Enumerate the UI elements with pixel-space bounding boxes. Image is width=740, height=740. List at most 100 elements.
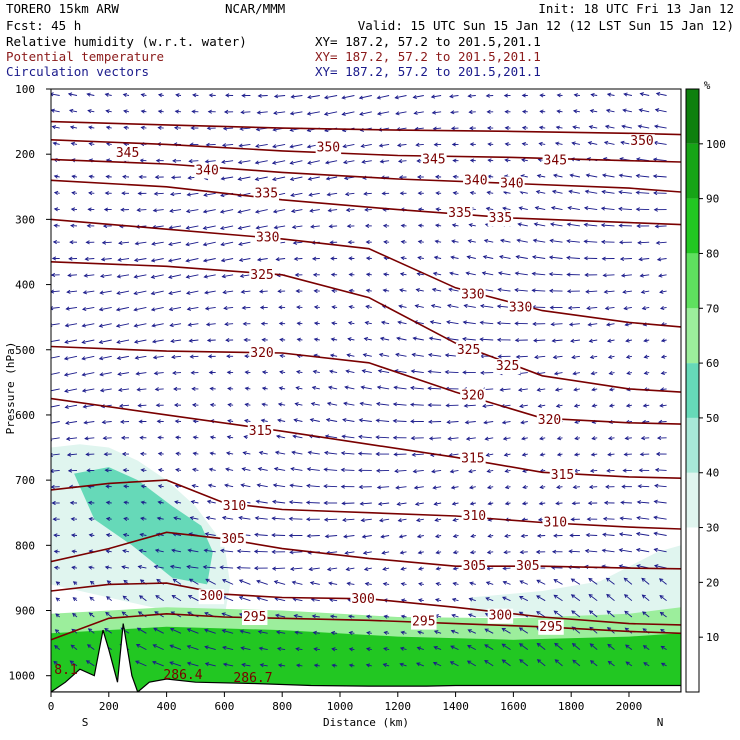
vector-head (154, 611, 159, 616)
circulation-vector (624, 577, 633, 585)
circulation-vector (469, 224, 476, 227)
vector-head (175, 435, 180, 440)
vector-head (468, 597, 473, 602)
circulation-vector (654, 125, 667, 129)
vector-head (171, 354, 176, 360)
vector-head (52, 517, 57, 522)
vector-head (345, 369, 350, 374)
y-tick-label: 700 (15, 474, 35, 487)
vector-head (618, 206, 623, 211)
vector-head (140, 468, 145, 473)
vector-head (433, 255, 439, 260)
circulation-vector (123, 595, 130, 602)
colorbar-band (686, 472, 699, 528)
circulation-vector (451, 630, 459, 634)
vector-head (620, 273, 626, 278)
vector-head (366, 630, 371, 636)
vector-head (325, 417, 331, 423)
circulation-vector (343, 160, 355, 164)
vector-head (191, 402, 197, 408)
vector-head (660, 662, 666, 667)
circulation-vector (656, 92, 667, 96)
vector-head (416, 174, 422, 180)
vector-head (498, 254, 504, 259)
vector-head (518, 596, 524, 600)
circulation-vector (84, 421, 95, 424)
vector-head (190, 499, 195, 505)
circulation-vector (203, 241, 216, 246)
circulation-vector (584, 224, 598, 227)
circulation-vector (500, 239, 511, 243)
vector-head (152, 355, 158, 360)
vector-head (154, 175, 160, 180)
circulation-vector (311, 598, 320, 602)
circulation-vector (174, 501, 182, 504)
vector-head (88, 533, 93, 538)
vector-head (139, 532, 144, 537)
vector-head (536, 611, 541, 615)
vector-head (169, 208, 174, 213)
vector-head (103, 452, 108, 457)
circulation-vector (255, 176, 268, 181)
vector-head (209, 435, 215, 440)
vector-head (289, 176, 295, 182)
vector-head (608, 371, 613, 376)
vector-head (521, 158, 526, 163)
circulation-vector (65, 421, 78, 424)
circulation-vector (431, 469, 442, 473)
vector-head (140, 125, 145, 130)
vector-head (81, 339, 86, 345)
vector-head (549, 222, 555, 227)
vector-head (656, 435, 662, 441)
vector-head (324, 160, 330, 165)
vector-head (660, 645, 665, 650)
vector-head (433, 501, 438, 506)
circulation-vector (292, 225, 303, 228)
theta-label-bg (221, 499, 248, 515)
circulation-vector (84, 274, 95, 277)
circulation-vector (152, 323, 164, 327)
circulation-vector (100, 274, 112, 277)
vector-head (556, 109, 561, 114)
vector-head (572, 485, 577, 490)
circulation-vector (417, 631, 424, 634)
circulation-vector (257, 258, 268, 261)
vector-head (205, 578, 210, 583)
vector-head (504, 109, 509, 114)
circulation-vector (639, 109, 650, 113)
circulation-vector (555, 142, 563, 145)
circulation-vector (99, 355, 112, 360)
vector-head (312, 272, 318, 277)
circulation-vector (571, 610, 581, 618)
circulation-vector (70, 660, 78, 667)
circulation-vector (451, 614, 459, 618)
vector-head (261, 337, 266, 342)
vector-head (344, 385, 349, 390)
vector-head (465, 271, 470, 276)
circulation-vector (220, 209, 234, 213)
circulation-vector (342, 435, 355, 439)
vector-head (323, 484, 328, 489)
circulation-vector (519, 659, 529, 667)
circulation-vector (51, 109, 60, 113)
vector-head (434, 174, 440, 179)
vector-head (185, 290, 191, 295)
circulation-vector (310, 419, 320, 422)
vector-head (466, 660, 472, 665)
vector-head (653, 564, 659, 569)
theta-contour (51, 612, 681, 641)
circulation-vector (450, 661, 459, 667)
circulation-vector (588, 594, 598, 602)
vector-head (487, 501, 492, 506)
vector-head (467, 613, 473, 618)
circulation-vector (120, 421, 130, 423)
circulation-vector (602, 191, 615, 194)
vector-head (605, 322, 611, 327)
vector-head (167, 274, 173, 279)
vector-head (237, 225, 243, 230)
circulation-vector (659, 290, 667, 293)
circulation-vector (341, 469, 355, 471)
circulation-vector (171, 176, 182, 179)
circulation-vector (623, 290, 632, 293)
vector-head (293, 256, 298, 261)
